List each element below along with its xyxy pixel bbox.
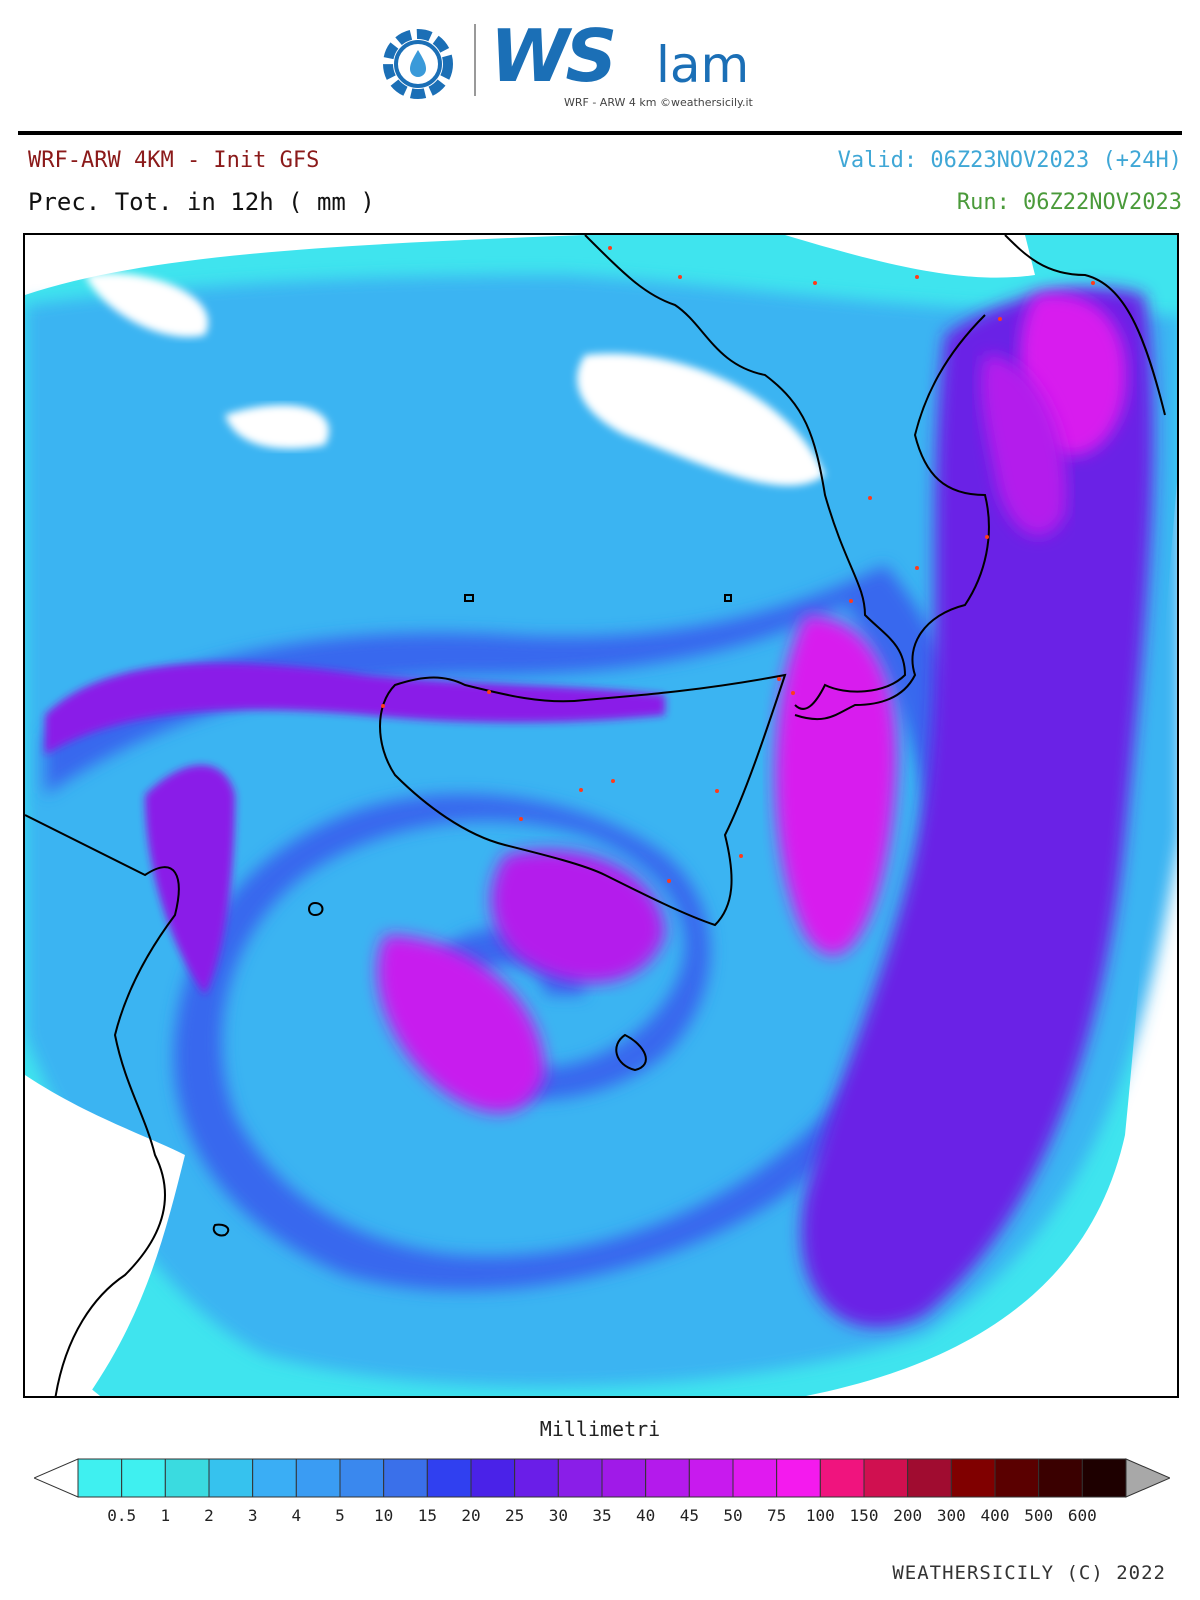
- colorbar-tick-label: 150: [849, 1506, 879, 1525]
- colorbar-swatch: [252, 1458, 297, 1498]
- colorbar-tick-label: 20: [461, 1506, 481, 1525]
- colorbar-swatch: [688, 1458, 734, 1498]
- colorbar-tick-label: 15: [417, 1506, 437, 1525]
- field-title: Prec. Tot. in 12h ( mm ): [28, 188, 375, 216]
- colorbar-tick-label: 400: [980, 1506, 1010, 1525]
- colorbar-tick-label: 200: [893, 1506, 923, 1525]
- colorbar-swatch: [426, 1458, 472, 1498]
- weathersicily-logo: WS lam WRF - ARW 4 km ©weathersicily.it: [378, 14, 798, 109]
- colorbar-swatch: [339, 1458, 385, 1498]
- colorbar-swatch: [601, 1458, 647, 1498]
- colorbar-tick-label: 10: [374, 1506, 394, 1525]
- colorbar-swatch: [645, 1458, 690, 1498]
- colorbar-tick-label: 25: [505, 1506, 525, 1525]
- colorbar-swatch: [1081, 1458, 1127, 1498]
- valid-time: Valid: 06Z23NOV2023 (+24H): [837, 148, 1182, 173]
- colorbar-swatch: [77, 1458, 123, 1498]
- colorbar-swatch: [732, 1458, 778, 1498]
- copyright-footer: WEATHERSICILY (C) 2022: [892, 1562, 1166, 1584]
- colorbar-tick-label: 100: [805, 1506, 835, 1525]
- colorbar-swatch: [295, 1458, 341, 1498]
- colorbar-swatch: [383, 1458, 428, 1498]
- colorbar-title: Millimetri: [539, 1417, 661, 1441]
- colorbar-tick-label: 3: [247, 1506, 258, 1525]
- colorbar-swatch: [514, 1458, 559, 1498]
- model-title: WRF-ARW 4KM - Init GFS: [28, 148, 320, 173]
- colorbar-tick-label: 45: [679, 1506, 699, 1525]
- logo-subtitle: WRF - ARW 4 km ©weathersicily.it: [564, 96, 753, 109]
- colorbar-tick-label: 500: [1024, 1506, 1054, 1525]
- colorbar-tick-label: 2: [204, 1506, 214, 1525]
- colorbar-labels: 0.5 1 2 3 4 5 10 15 20 25 30 35 40 45 50 75 100 150 200 300…: [0, 1506, 1200, 1526]
- colorbar-swatch: [121, 1458, 166, 1498]
- colorbar-swatch: [470, 1458, 516, 1498]
- colorbar-tick-label: 35: [592, 1506, 612, 1525]
- logo-separator: [474, 24, 476, 96]
- colorbar-tick-label: 5: [335, 1506, 345, 1525]
- colorbar-tick-label: 50: [723, 1506, 743, 1525]
- colorbar-swatch: [208, 1458, 254, 1498]
- logo-brand-ws: WS: [490, 14, 617, 98]
- colorbar: [34, 1458, 1170, 1498]
- precipitation-field: [25, 235, 1177, 1396]
- colorbar-tick-label: 75: [767, 1506, 787, 1525]
- colorbar-swatch: [907, 1458, 952, 1498]
- colorbar-tick-label: 30: [548, 1506, 568, 1525]
- colorbar-tick-label: 4: [291, 1506, 302, 1525]
- precipitation-map: [23, 233, 1179, 1398]
- colorbar-under-triangle: [34, 1458, 79, 1498]
- city-markers: [381, 246, 1095, 883]
- colorbar-over-triangle: [1125, 1458, 1170, 1498]
- colorbar-swatch: [1038, 1458, 1083, 1498]
- colorbar-tick-label: 40: [636, 1506, 656, 1525]
- colorbar-tick-label: 300: [936, 1506, 966, 1525]
- colorbar-tick-label: 0.5: [107, 1506, 137, 1525]
- colorbar-swatch: [950, 1458, 996, 1498]
- colorbar-swatch: [819, 1458, 865, 1498]
- colorbar-swatch: [164, 1458, 210, 1498]
- colorbar-swatch: [863, 1458, 909, 1498]
- colorbar-swatch: [994, 1458, 1040, 1498]
- colorbar-swatch: [557, 1458, 603, 1498]
- header-rule: [18, 131, 1182, 135]
- colorbar-tick-label: 1: [160, 1506, 171, 1525]
- coastlines: [25, 235, 1166, 1396]
- run-time: Run: 06Z22NOV2023: [956, 190, 1182, 215]
- gear-water-drop-icon: [383, 29, 453, 99]
- colorbar-tick-label: 600: [1067, 1506, 1097, 1525]
- colorbar-swatch: [776, 1458, 821, 1498]
- logo-brand-lam: lam: [656, 36, 750, 94]
